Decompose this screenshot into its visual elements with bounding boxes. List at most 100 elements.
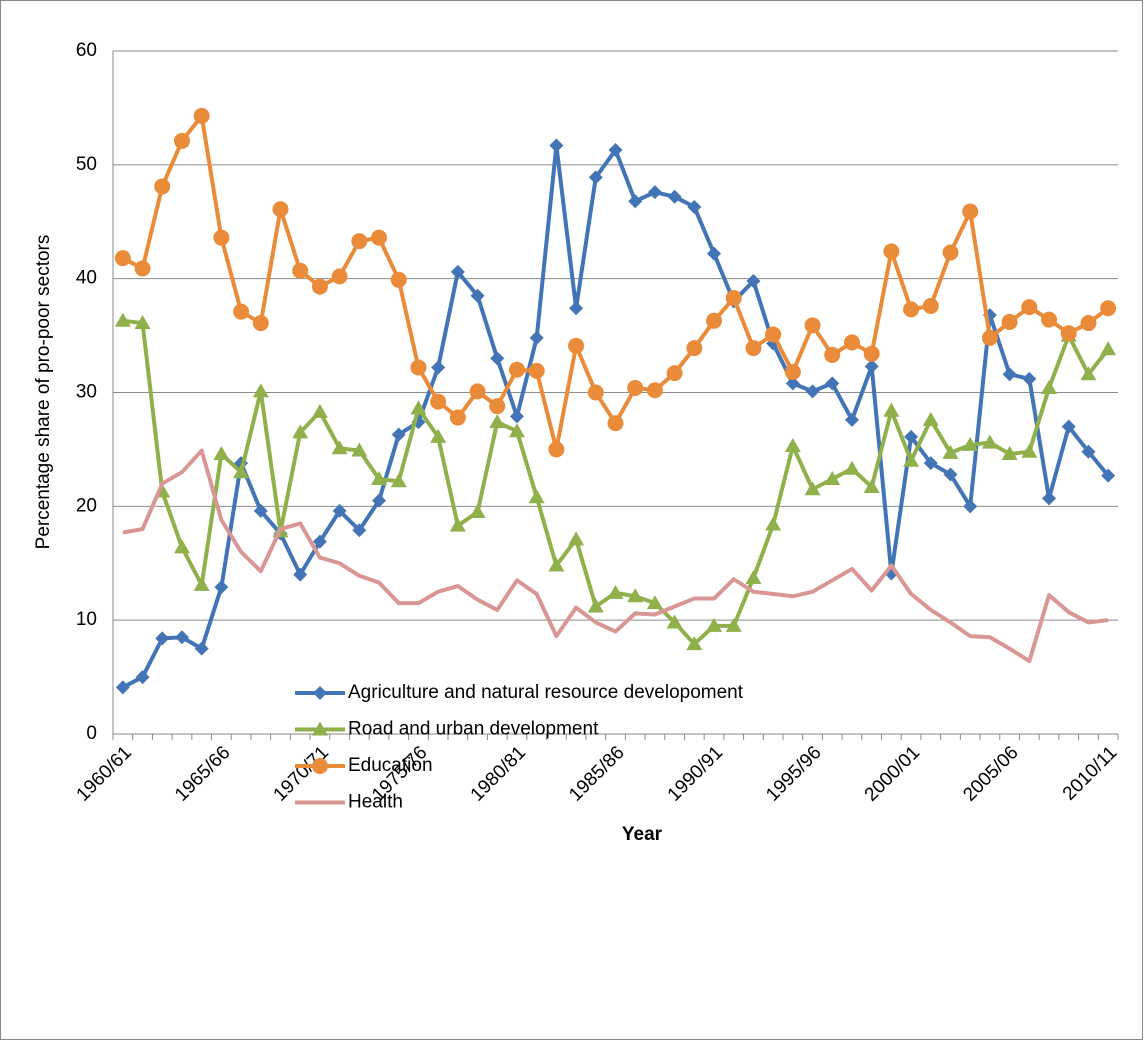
point-marker: [371, 229, 388, 246]
point-marker: [686, 636, 703, 651]
y-axis-title: Percentage share of pro-poor sectors: [33, 235, 54, 550]
point-marker: [252, 315, 269, 332]
point-marker: [1001, 313, 1018, 330]
point-marker: [272, 201, 289, 218]
point-marker: [804, 317, 821, 334]
point-marker: [568, 531, 585, 546]
point-marker: [233, 464, 250, 479]
point-marker: [922, 411, 939, 426]
point-marker: [922, 297, 939, 314]
point-marker: [864, 359, 879, 374]
point-marker: [549, 138, 564, 153]
point-marker: [785, 376, 800, 391]
point-marker: [115, 680, 130, 695]
point-marker: [311, 278, 328, 295]
point-marker: [214, 580, 229, 595]
point-marker: [805, 384, 820, 399]
point-marker: [1021, 443, 1038, 458]
legend-label: Health: [348, 792, 403, 813]
point-marker: [725, 617, 742, 632]
point-marker: [1060, 325, 1077, 342]
point-marker: [1002, 367, 1017, 382]
point-marker: [352, 523, 367, 538]
point-marker: [312, 758, 328, 774]
point-marker: [391, 427, 406, 442]
point-marker: [1100, 341, 1117, 356]
point-marker: [548, 441, 565, 458]
point-marker: [312, 721, 328, 736]
y-tick-label: 20: [76, 495, 97, 516]
point-marker: [883, 243, 900, 260]
point-marker: [311, 403, 328, 418]
point-marker: [1041, 379, 1058, 394]
point-marker: [430, 393, 447, 410]
point-marker: [981, 434, 998, 449]
point-marker: [587, 384, 604, 401]
point-marker: [173, 132, 190, 149]
series-line: [122, 448, 1109, 664]
point-marker: [489, 398, 506, 415]
point-marker: [449, 517, 466, 532]
point-marker: [292, 262, 309, 279]
point-marker: [508, 423, 525, 438]
point-marker: [646, 595, 663, 610]
point-marker: [745, 340, 762, 357]
point-marker: [351, 233, 368, 250]
point-marker: [804, 481, 821, 496]
point-marker: [608, 143, 623, 158]
legend-label: Education: [348, 755, 433, 776]
point-marker: [883, 402, 900, 417]
point-marker: [784, 438, 801, 453]
point-marker: [843, 460, 860, 475]
point-marker: [193, 576, 210, 591]
point-marker: [213, 445, 230, 460]
point-marker: [252, 383, 269, 398]
point-marker: [154, 178, 171, 195]
y-tick-label: 30: [76, 382, 97, 403]
point-marker: [528, 362, 545, 379]
point-marker: [725, 290, 742, 307]
point-marker: [548, 557, 565, 572]
point-marker: [587, 598, 604, 613]
point-marker: [1022, 371, 1037, 386]
x-axis-title: Year: [622, 824, 663, 845]
point-marker: [1041, 311, 1058, 328]
point-marker: [529, 330, 544, 345]
point-marker: [490, 351, 505, 366]
point-marker: [687, 199, 702, 214]
point-marker: [942, 244, 959, 261]
y-tick-label: 60: [76, 40, 97, 61]
point-marker: [666, 614, 683, 629]
point-marker: [155, 631, 170, 646]
point-marker: [293, 567, 308, 582]
point-marker: [372, 493, 387, 508]
point-marker: [963, 499, 978, 514]
point-marker: [627, 379, 644, 396]
point-marker: [390, 271, 407, 288]
point-marker: [390, 473, 407, 488]
point-marker: [745, 570, 762, 585]
point-marker: [292, 424, 309, 439]
point-marker: [430, 428, 447, 443]
point-marker: [489, 414, 506, 429]
point-marker: [569, 301, 584, 316]
point-marker: [371, 471, 388, 486]
point-marker: [1042, 491, 1057, 506]
legend-label: Agriculture and natural resource develop…: [348, 682, 744, 703]
point-marker: [825, 376, 840, 391]
point-marker: [331, 440, 348, 455]
point-marker: [114, 312, 131, 327]
point-marker: [863, 345, 880, 362]
point-marker: [470, 288, 485, 303]
point-marker: [312, 534, 327, 549]
point-marker: [410, 400, 427, 415]
point-marker: [903, 452, 920, 467]
point-marker: [844, 412, 859, 427]
point-marker: [824, 471, 841, 486]
point-marker: [1021, 299, 1038, 316]
point-marker: [568, 337, 585, 354]
point-marker: [627, 588, 644, 603]
point-marker: [784, 364, 801, 381]
